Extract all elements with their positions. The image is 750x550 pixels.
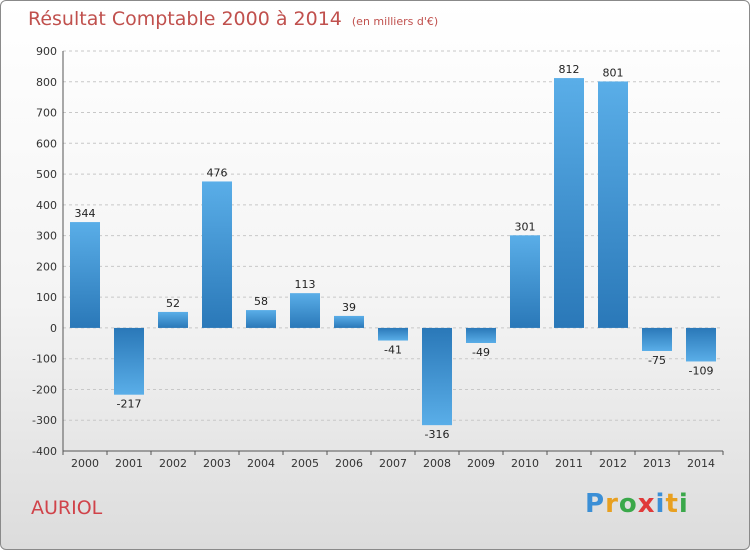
- bar: [510, 235, 540, 328]
- logo-letter: i: [678, 489, 689, 519]
- data-label: 39: [342, 301, 356, 314]
- logo-letter: P: [585, 489, 606, 519]
- y-tick-label: 600: [36, 137, 57, 150]
- x-tick-label: 2000: [71, 457, 99, 470]
- proxiti-logo: Proxiti: [585, 489, 689, 519]
- data-label: -41: [384, 344, 402, 357]
- bar: [334, 315, 364, 328]
- y-tick-label: 800: [36, 76, 57, 89]
- x-tick-label: 2012: [599, 457, 627, 470]
- logo-letter: r: [605, 489, 619, 519]
- x-tick-label: 2001: [115, 457, 143, 470]
- data-label: 476: [207, 166, 228, 179]
- data-label: 113: [295, 278, 316, 291]
- y-tick-label: 300: [36, 230, 57, 243]
- y-tick-label: 400: [36, 199, 57, 212]
- chart-title: Résultat Comptable 2000 à 2014 (en millie…: [28, 8, 438, 30]
- y-tick-label: 500: [36, 168, 57, 181]
- bar: [378, 327, 408, 341]
- data-label: -75: [648, 354, 666, 367]
- data-label: -217: [117, 398, 142, 411]
- x-tick-label: 2014: [687, 457, 715, 470]
- bar: [202, 181, 232, 328]
- x-tick-label: 2006: [335, 457, 363, 470]
- data-label: 812: [559, 63, 580, 76]
- x-tick-label: 2010: [511, 457, 539, 470]
- data-label: -109: [689, 364, 714, 377]
- y-tick-label: -100: [32, 353, 57, 366]
- logo-letter: t: [665, 489, 679, 519]
- data-label: -49: [472, 346, 490, 359]
- data-label: 301: [515, 220, 536, 233]
- bar: [290, 293, 320, 328]
- data-label: 801: [603, 66, 624, 79]
- bar: [422, 327, 452, 426]
- y-tick-label: 200: [36, 260, 57, 273]
- bar: [70, 222, 100, 328]
- x-tick-label: 2003: [203, 457, 231, 470]
- data-label: -316: [425, 428, 450, 441]
- logo-letter: i: [655, 489, 666, 519]
- y-tick-label: -200: [32, 383, 57, 396]
- y-tick-label: 900: [36, 45, 57, 58]
- data-label: 52: [166, 297, 180, 310]
- commune-name: AURIOL: [31, 497, 103, 519]
- bar: [246, 310, 276, 328]
- data-label: 58: [254, 295, 268, 308]
- x-tick-label: 2007: [379, 457, 407, 470]
- y-tick-label: 700: [36, 107, 57, 120]
- chart-title-unit: (en milliers d'€): [351, 15, 439, 28]
- logo-letter: x: [637, 489, 656, 519]
- bar: [642, 327, 672, 351]
- y-tick-label: 0: [50, 322, 57, 335]
- logo-letter: o: [618, 489, 638, 519]
- bar: [114, 327, 144, 395]
- x-tick-label: 2002: [159, 457, 187, 470]
- x-tick-label: 2004: [247, 457, 275, 470]
- bar: [466, 327, 496, 343]
- bar: [686, 327, 716, 362]
- x-tick-label: 2013: [643, 457, 671, 470]
- data-label: 344: [75, 207, 96, 220]
- bar: [158, 311, 188, 328]
- y-tick-label: -300: [32, 414, 57, 427]
- bar: [554, 78, 584, 328]
- x-tick-label: 2008: [423, 457, 451, 470]
- chart-title-main: Résultat Comptable 2000 à 2014: [28, 8, 342, 30]
- y-tick-label: -400: [32, 445, 57, 458]
- y-tick-label: 100: [36, 291, 57, 304]
- x-tick-label: 2005: [291, 457, 319, 470]
- x-tick-label: 2011: [555, 457, 583, 470]
- bar: [598, 81, 628, 328]
- x-tick-label: 2009: [467, 457, 495, 470]
